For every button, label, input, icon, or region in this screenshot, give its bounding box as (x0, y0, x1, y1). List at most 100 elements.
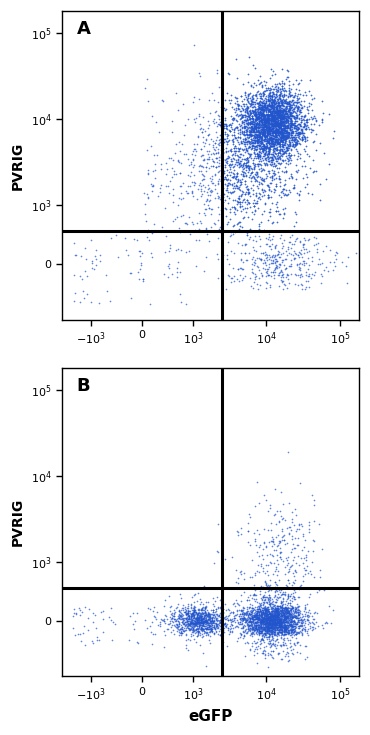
Point (264, 625, 270, 637)
Point (79, 606, 85, 617)
Point (284, 603, 290, 614)
Point (285, 628, 291, 639)
Point (264, 612, 270, 624)
Point (183, 612, 189, 624)
Point (235, 577, 241, 589)
Point (272, 241, 278, 253)
Point (276, 626, 282, 638)
Point (208, 618, 214, 630)
Point (268, 118, 274, 129)
Point (199, 603, 205, 614)
Point (258, 120, 263, 132)
Point (256, 609, 262, 621)
Point (197, 215, 203, 226)
Point (186, 245, 192, 257)
Point (300, 133, 306, 145)
Point (270, 95, 276, 107)
Point (260, 111, 266, 123)
Point (273, 112, 279, 123)
Point (272, 623, 278, 635)
Point (162, 609, 168, 621)
Point (282, 610, 288, 622)
Point (267, 623, 273, 634)
Point (177, 606, 183, 617)
Point (285, 574, 291, 586)
Point (268, 110, 273, 121)
Point (248, 172, 254, 184)
Point (263, 101, 269, 112)
Point (266, 619, 272, 631)
Point (268, 639, 274, 651)
Point (252, 104, 258, 116)
Point (281, 609, 287, 620)
Point (274, 600, 280, 612)
Point (278, 603, 283, 615)
Point (269, 617, 275, 629)
Point (279, 606, 285, 618)
Point (293, 120, 299, 132)
Point (272, 621, 278, 633)
Point (285, 627, 291, 639)
Point (259, 101, 265, 112)
Point (259, 126, 265, 137)
Point (242, 237, 248, 249)
Point (280, 645, 286, 657)
Point (279, 611, 285, 623)
Point (273, 261, 279, 273)
Point (276, 614, 282, 626)
Point (270, 126, 276, 138)
Point (186, 180, 192, 192)
Point (308, 118, 314, 130)
Point (243, 126, 249, 137)
Point (244, 93, 250, 105)
Point (262, 628, 268, 640)
Point (286, 261, 292, 273)
Point (280, 612, 286, 623)
Point (281, 628, 287, 640)
Point (280, 120, 286, 132)
Point (266, 617, 272, 629)
Point (253, 114, 259, 126)
Point (281, 609, 287, 620)
Point (236, 182, 242, 194)
Point (270, 96, 276, 108)
Point (260, 107, 266, 118)
Point (218, 614, 224, 626)
Point (268, 90, 274, 102)
Point (259, 612, 265, 623)
Point (255, 621, 261, 633)
Point (268, 611, 273, 623)
Point (277, 232, 283, 244)
Point (248, 95, 254, 107)
Point (235, 263, 241, 275)
Point (264, 123, 270, 135)
Point (273, 118, 279, 129)
Point (229, 101, 235, 113)
Point (269, 127, 275, 139)
Point (307, 607, 313, 619)
Point (280, 624, 286, 636)
Point (201, 580, 207, 592)
Point (289, 118, 295, 130)
Point (238, 522, 243, 534)
Point (272, 128, 278, 140)
Point (295, 612, 300, 624)
Point (272, 610, 278, 622)
Point (235, 193, 241, 204)
Point (255, 159, 261, 171)
Point (289, 128, 295, 140)
Point (193, 613, 199, 625)
Point (214, 131, 220, 143)
Point (293, 111, 299, 123)
Point (267, 617, 273, 628)
Point (199, 603, 205, 614)
Point (276, 624, 282, 636)
Point (283, 606, 289, 617)
Point (271, 639, 277, 651)
Point (84, 253, 90, 265)
Point (260, 645, 266, 657)
Point (271, 125, 277, 137)
Point (186, 611, 192, 623)
Point (139, 248, 145, 259)
Point (265, 584, 271, 596)
